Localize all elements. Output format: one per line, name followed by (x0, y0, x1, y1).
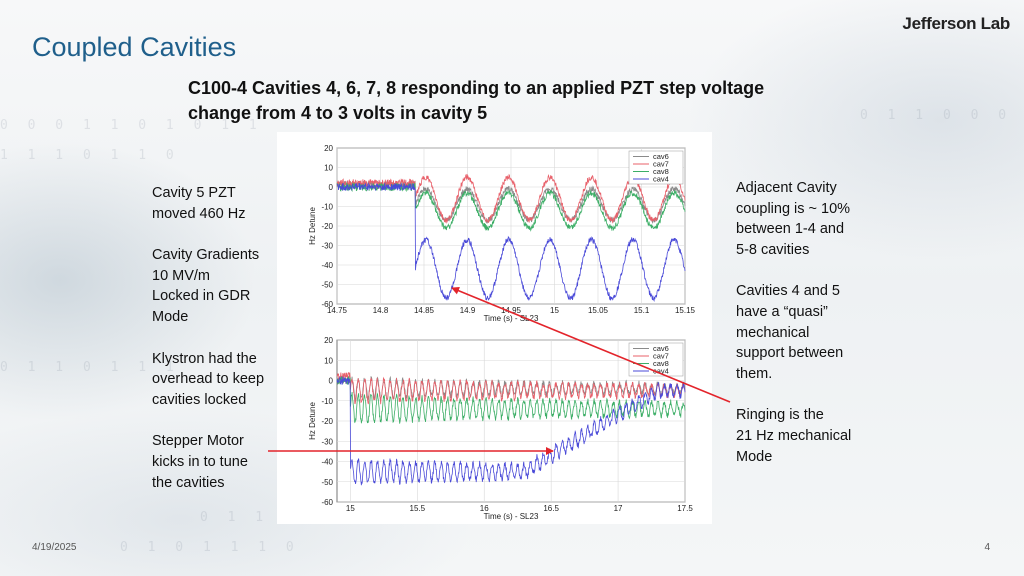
y-tick-label: -30 (321, 437, 333, 446)
legend-label-cav4: cav4 (653, 175, 669, 184)
chart-2: 20 10 0 -10 -20 -30 -40 -50 -60 15 15.5 16 16.5 17 17.… (308, 336, 693, 521)
x-tick-label: 15.5 (410, 504, 426, 513)
binary-watermark: 0 0 0 1 1 0 1 0 1 1 (0, 118, 263, 133)
plots-panel: 20 10 0 -10 -20 -30 -40 -50 -60 14.75 14.8 14.85 14.… (277, 132, 712, 524)
x-tick-label: 15 (550, 306, 559, 315)
y-tick-label: -20 (321, 417, 333, 426)
left-notes: Cavity 5 PZT moved 460 Hz Cavity Gradien… (152, 183, 292, 514)
y-tick-label: -10 (321, 397, 333, 406)
x-tick-label: 15.05 (588, 306, 609, 315)
y-tick-label: 20 (324, 144, 333, 153)
slide-title: Coupled Cavities (32, 32, 237, 62)
x-tick-label: 17 (614, 504, 623, 513)
note-ringing: Ringing is the 21 Hz mechanical Mode (736, 407, 852, 465)
note-quasi-support: Cavities 4 and 5 have a “quasi” mechanic… (736, 283, 844, 382)
slide-subtitle: C100-4 Cavities 4, 6, 7, 8 responding to… (188, 78, 765, 123)
y-tick-label: -40 (321, 458, 333, 467)
y-tick-label: -20 (321, 222, 333, 231)
x-axis-label: Time (s) - SL23 (484, 314, 539, 323)
x-tick-label: 15.1 (634, 306, 650, 315)
y-tick-label: 10 (324, 356, 333, 365)
x-tick-label: 14.75 (327, 306, 348, 315)
binary-watermark: 0 1 1 0 0 0 (860, 108, 1013, 123)
y-tick-label: -50 (321, 478, 333, 487)
legend-label-cav8: cav8 (653, 167, 669, 176)
y-tick-label: -50 (321, 281, 333, 290)
binary-watermark: 0 1 1 0 1 1 1 (0, 360, 180, 375)
x-tick-label: 15 (346, 504, 355, 513)
y-tick-label: -60 (321, 300, 333, 309)
note-cavity-gradients: Cavity Gradients 10 MV/m Locked in GDR M… (152, 247, 260, 325)
note-klystron: Klystron had the overhead to keep caviti… (152, 350, 265, 408)
series-line-cav4 (336, 376, 686, 486)
note-pzt-moved: Cavity 5 PZT moved 460 Hz (152, 185, 246, 222)
slide-page-number: 4 (984, 542, 990, 553)
binary-watermark: 1 1 1 0 1 1 0 (0, 148, 180, 163)
legend-label-cav4: cav4 (653, 367, 669, 376)
y-tick-label: -10 (321, 203, 333, 212)
x-axis-label: Time (s) - SL23 (484, 512, 539, 521)
y-tick-label: 10 (324, 164, 333, 173)
y-tick-label: -30 (321, 242, 333, 251)
right-notes: Adjacent Cavity coupling is ~ 10% betwee… (736, 178, 886, 488)
series-line-cav8 (336, 182, 686, 232)
y-tick-label: -60 (321, 498, 333, 507)
y-axis-label: Hz Detune (308, 402, 317, 440)
slide-date: 4/19/2025 (32, 542, 77, 553)
x-tick-label: 14.8 (373, 306, 389, 315)
y-tick-label: 0 (329, 183, 334, 192)
note-stepper-motor: Stepper Motor kicks in to tune the cavit… (152, 433, 248, 491)
binary-watermark: 0 1 0 1 1 1 0 (120, 540, 300, 555)
x-tick-label: 14.85 (414, 306, 435, 315)
y-tick-label: 0 (329, 377, 334, 386)
x-tick-label: 14.9 (460, 306, 476, 315)
y-tick-label: 20 (324, 336, 333, 345)
legend-label-cav7: cav7 (653, 160, 669, 169)
jefferson-lab-logo: Jefferson Lab (902, 14, 1010, 33)
x-tick-label: 17.5 (677, 504, 693, 513)
note-adjacent-coupling: Adjacent Cavity coupling is ~ 10% betwee… (736, 180, 851, 258)
legend-label-cav6: cav6 (653, 152, 669, 161)
x-tick-label: 16 (480, 504, 489, 513)
series-line-cav4 (336, 182, 686, 302)
x-tick-label: 15.15 (675, 306, 696, 315)
x-tick-label: 16.5 (543, 504, 559, 513)
y-axis-label: Hz Detune (308, 207, 317, 245)
y-tick-label: -40 (321, 261, 333, 270)
